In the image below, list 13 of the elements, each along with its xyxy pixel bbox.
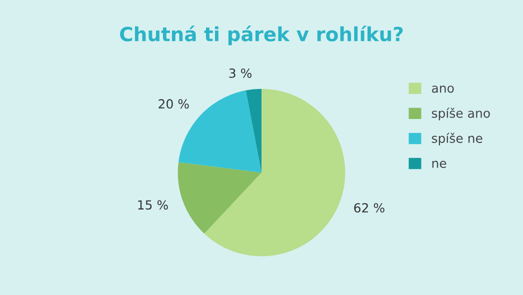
pie-slice [178, 90, 262, 173]
chart-title: Chutná ti párek v rohlíku? [120, 26, 403, 46]
legend-label: ne [432, 160, 446, 168]
data-label: 62 % [354, 203, 384, 213]
data-label: 15 % [138, 200, 168, 210]
pie-slice [204, 88, 346, 256]
pie-slice [246, 88, 262, 173]
pie-slice [178, 162, 262, 234]
legend-label: spíše ano [432, 108, 490, 120]
data-label: 3 % [229, 68, 252, 78]
data-label: 20 % [158, 99, 189, 109]
legend-label: ano [432, 86, 454, 93]
legend-label: spíše ne [432, 132, 482, 146]
